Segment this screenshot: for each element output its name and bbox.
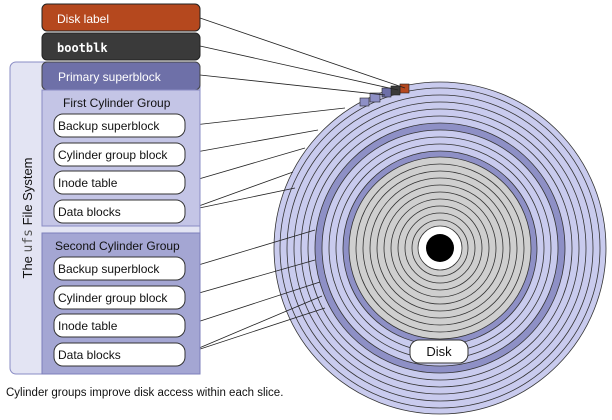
group2-cylinder-group-block-text: Cylinder group block — [58, 291, 168, 305]
group1-inode-table-box — [53, 170, 186, 195]
group2-inode-table-text: Inode table — [58, 319, 118, 333]
group1-inode-table-text: Inode table — [58, 176, 118, 190]
disk-spindle-hole — [426, 234, 454, 262]
figure-caption: Cylinder groups improve disk access with… — [6, 387, 284, 399]
group1-cylinder-group-block-text: Cylinder group block — [58, 148, 168, 162]
disk-platter — [273, 81, 607, 415]
group2-backup-superblock-text: Backup superblock — [58, 262, 160, 276]
group1-cylinder-group-block-box — [53, 142, 186, 167]
bootblk-box — [41, 32, 201, 61]
disk-block-marker — [369, 92, 381, 103]
disk-label-callout — [409, 339, 469, 364]
group1-backup-superblock-text: Backup superblock — [58, 119, 160, 133]
bootblk-text: bootblk — [57, 41, 108, 55]
group1-backup-superblock-box — [53, 113, 186, 138]
group2-backup-superblock-box — [53, 256, 186, 281]
group1-data-blocks-text: Data blocks — [58, 205, 121, 219]
group2-inode-table-box — [53, 313, 186, 338]
group2-cylinder-group-block-box — [53, 285, 186, 310]
disk-label-box — [41, 3, 201, 32]
disk-block-marker — [390, 85, 401, 96]
disk-block-markers — [359, 83, 410, 107]
group2-data-blocks-text: Data blocks — [58, 348, 121, 362]
disk-block-marker — [381, 87, 392, 98]
primary-superblock-text: Primary superblock — [58, 70, 162, 84]
first-cylinder-group-title: First Cylinder Group — [63, 96, 171, 110]
group1-data-blocks-box — [53, 199, 186, 224]
disk-block-marker — [359, 97, 370, 107]
group2-data-blocks-box — [53, 342, 186, 367]
disk-label-callout-text: Disk — [426, 344, 452, 359]
disk-label-text: Disk label — [57, 12, 109, 26]
connector-lines — [184, 17, 406, 355]
second-cylinder-group-title: Second Cylinder Group — [55, 239, 180, 253]
ufs-file-system-title: The ufs File System — [20, 157, 36, 278]
disk-block-marker — [399, 83, 410, 94]
